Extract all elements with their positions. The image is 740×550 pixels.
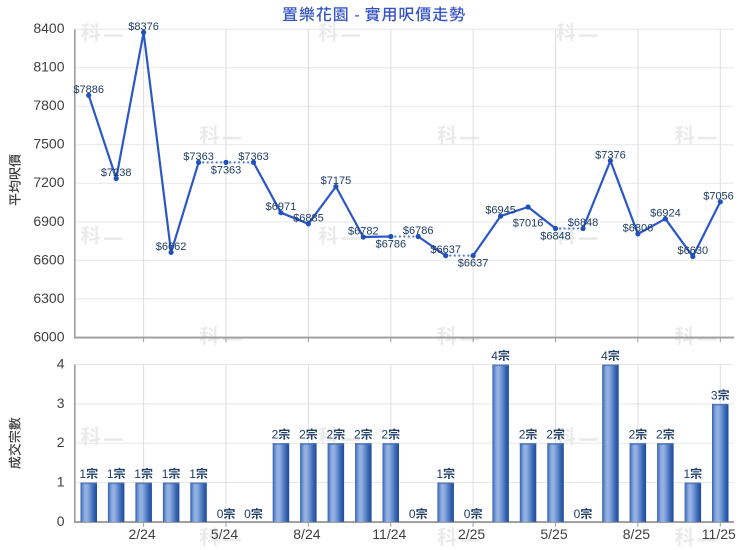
svg-text:2: 2 xyxy=(656,428,663,442)
svg-text:$7238: $7238 xyxy=(101,167,132,179)
svg-text:$8376: $8376 xyxy=(128,21,159,33)
svg-text:$7175: $7175 xyxy=(321,175,352,187)
svg-text:0: 0 xyxy=(244,507,251,521)
svg-text:7200: 7200 xyxy=(33,174,64,190)
svg-text:1: 1 xyxy=(134,467,141,481)
svg-text:6900: 6900 xyxy=(33,213,64,229)
svg-text:$7886: $7886 xyxy=(73,84,104,96)
svg-text:6300: 6300 xyxy=(33,290,64,306)
svg-text:$6971: $6971 xyxy=(266,201,297,213)
svg-text:$7363: $7363 xyxy=(183,151,214,163)
svg-text:4: 4 xyxy=(601,349,608,363)
svg-text:0: 0 xyxy=(217,507,224,521)
svg-text:$6786: $6786 xyxy=(376,239,407,251)
svg-text:7500: 7500 xyxy=(33,136,64,152)
svg-text:2: 2 xyxy=(546,428,553,442)
svg-text:2: 2 xyxy=(299,428,306,442)
svg-text:1: 1 xyxy=(79,467,86,481)
svg-text:$7016: $7016 xyxy=(513,218,544,230)
svg-text:$6848: $6848 xyxy=(540,231,571,243)
svg-text:2: 2 xyxy=(272,428,279,442)
svg-text:$6945: $6945 xyxy=(485,205,516,217)
svg-text:2: 2 xyxy=(381,428,388,442)
svg-text:4: 4 xyxy=(57,355,65,371)
svg-text:1: 1 xyxy=(436,467,443,481)
svg-text:1: 1 xyxy=(162,467,169,481)
svg-text:5/25: 5/25 xyxy=(540,526,567,542)
svg-text:$6637: $6637 xyxy=(430,244,461,256)
svg-text:8100: 8100 xyxy=(33,59,64,75)
svg-text:2: 2 xyxy=(629,428,636,442)
svg-text:$6637: $6637 xyxy=(458,258,489,270)
svg-text:$6782: $6782 xyxy=(348,226,379,238)
svg-text:$7363: $7363 xyxy=(211,164,242,176)
svg-text:0: 0 xyxy=(409,507,416,521)
svg-text:$6662: $6662 xyxy=(156,241,187,253)
svg-text:$6630: $6630 xyxy=(678,245,709,257)
svg-text:2/25: 2/25 xyxy=(458,526,485,542)
svg-text:$7056: $7056 xyxy=(703,190,734,202)
svg-text:$6924: $6924 xyxy=(650,207,681,219)
svg-text:0: 0 xyxy=(464,507,471,521)
svg-text:1: 1 xyxy=(57,473,65,489)
svg-text:$6885: $6885 xyxy=(293,212,324,224)
svg-text:1: 1 xyxy=(189,467,196,481)
svg-text:8/24: 8/24 xyxy=(293,526,320,542)
svg-text:2: 2 xyxy=(57,434,65,450)
svg-text:7800: 7800 xyxy=(33,97,64,113)
svg-text:2/24: 2/24 xyxy=(128,526,155,542)
svg-text:$6786: $6786 xyxy=(403,225,434,237)
svg-text:11/25: 11/25 xyxy=(702,526,736,542)
svg-text:0: 0 xyxy=(57,513,65,529)
svg-text:1: 1 xyxy=(684,467,691,481)
svg-text:4: 4 xyxy=(491,349,498,363)
svg-text:6000: 6000 xyxy=(33,328,64,344)
svg-text:3: 3 xyxy=(57,395,65,411)
svg-text:8/25: 8/25 xyxy=(623,526,650,542)
svg-text:$7376: $7376 xyxy=(595,149,626,161)
svg-text:$7363: $7363 xyxy=(238,151,269,163)
svg-text:$6848: $6848 xyxy=(568,217,599,229)
svg-text:2: 2 xyxy=(519,428,526,442)
svg-text:0: 0 xyxy=(574,507,581,521)
svg-text:5/24: 5/24 xyxy=(211,526,238,542)
svg-text:-: - xyxy=(354,7,359,24)
svg-text:1: 1 xyxy=(107,467,114,481)
svg-text:3: 3 xyxy=(711,388,718,402)
svg-text:2: 2 xyxy=(354,428,361,442)
svg-text:11/24: 11/24 xyxy=(372,526,406,542)
svg-text:8400: 8400 xyxy=(33,20,64,36)
svg-text:6600: 6600 xyxy=(33,251,64,267)
svg-text:$6806: $6806 xyxy=(623,222,654,234)
svg-text:2: 2 xyxy=(327,428,334,442)
